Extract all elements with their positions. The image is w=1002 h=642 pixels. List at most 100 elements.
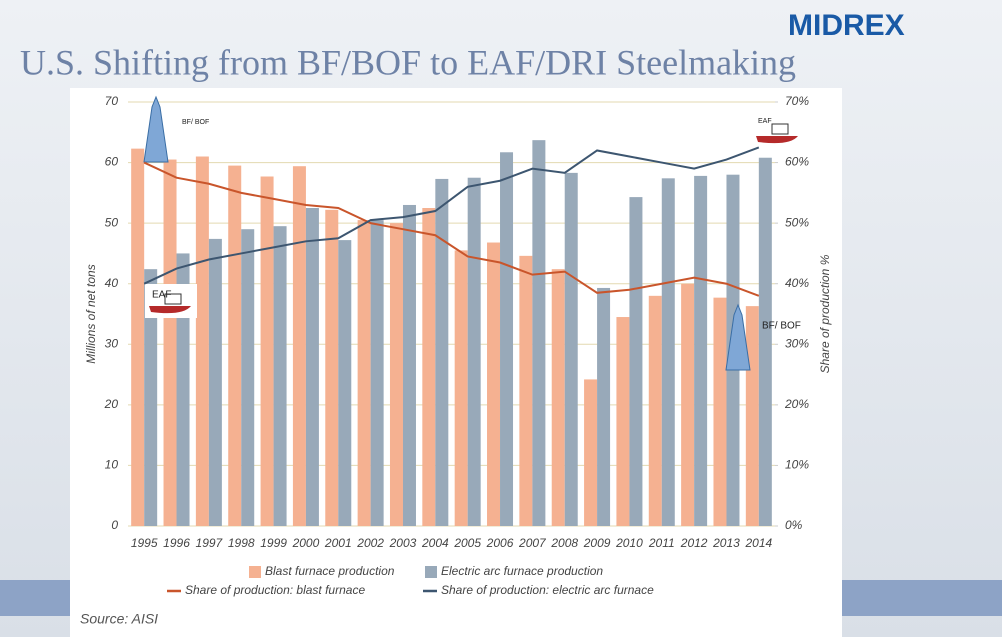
bar xyxy=(500,152,514,526)
bar xyxy=(584,379,598,526)
y2-tick-label: 10% xyxy=(785,458,809,472)
x-tick-label: 2006 xyxy=(486,536,514,550)
bar xyxy=(402,204,416,526)
x-tick-label: 2002 xyxy=(356,536,384,550)
legend-swatch xyxy=(425,566,437,578)
bar xyxy=(532,140,546,526)
bar xyxy=(648,295,662,526)
bar xyxy=(241,229,255,526)
bar xyxy=(454,250,468,526)
bar xyxy=(131,148,145,526)
line xyxy=(143,161,760,297)
bar xyxy=(713,297,727,526)
x-tick-label: 2013 xyxy=(712,536,740,550)
annotation: EAF xyxy=(758,118,772,125)
chart-title: U.S. Shifting from BF/BOF to EAF/DRI Ste… xyxy=(20,42,796,82)
x-tick-label: 2000 xyxy=(292,536,320,550)
y-tick-label: 60 xyxy=(105,155,119,169)
source: Source: AISI xyxy=(80,611,158,627)
bar xyxy=(564,172,578,526)
bar xyxy=(163,159,177,527)
bar xyxy=(467,177,481,526)
y-axis-label: Millions of net tons xyxy=(84,264,98,363)
legend-label: Share of production: blast furnace xyxy=(185,583,365,597)
legend-label: Share of production: electric arc furnac… xyxy=(441,583,654,597)
y2-tick-label: 0% xyxy=(785,518,803,532)
x-tick-label: 2004 xyxy=(421,536,449,550)
y2-tick-label: 20% xyxy=(784,397,809,411)
bar xyxy=(144,269,158,526)
icon xyxy=(149,306,191,314)
annotation: BF/ BOF xyxy=(182,119,209,126)
x-tick-label: 2011 xyxy=(648,536,675,550)
bar xyxy=(422,208,436,526)
y-tick-label: 10 xyxy=(105,458,119,472)
x-tick-label: 1997 xyxy=(196,536,224,550)
bar xyxy=(487,242,501,527)
bar xyxy=(357,220,371,526)
y2-tick-label: 30% xyxy=(785,336,809,350)
bar xyxy=(629,197,643,526)
x-tick-label: 1999 xyxy=(260,536,287,550)
bar xyxy=(325,209,339,526)
bar xyxy=(616,317,630,526)
brand: MIDREX xyxy=(788,9,905,42)
y-tick-label: 30 xyxy=(105,336,119,350)
bar xyxy=(292,166,306,526)
bar xyxy=(228,165,242,526)
y-tick-label: 70 xyxy=(105,94,119,108)
bar xyxy=(273,226,287,526)
bar xyxy=(694,175,708,526)
y-tick-label: 0 xyxy=(111,518,118,532)
x-tick-label: 2003 xyxy=(389,536,417,550)
x-tick-label: 2001 xyxy=(324,536,352,550)
bar xyxy=(597,287,611,526)
icon xyxy=(143,95,169,163)
y-tick-label: 20 xyxy=(104,397,119,411)
y2-tick-label: 70% xyxy=(785,94,809,108)
x-tick-label: 2010 xyxy=(615,536,643,550)
bar xyxy=(681,283,695,526)
icon xyxy=(164,293,182,305)
legend-label: Blast furnace production xyxy=(265,564,395,578)
icon xyxy=(756,136,798,144)
bar xyxy=(260,176,274,526)
legend-label: Electric arc furnace production xyxy=(441,564,603,578)
bar xyxy=(745,306,759,526)
bar xyxy=(208,238,222,527)
legend-swatch xyxy=(249,566,261,578)
y2-tick-label: 50% xyxy=(785,215,809,229)
y-tick-label: 50 xyxy=(105,215,119,229)
x-tick-label: 1995 xyxy=(131,536,158,550)
bar xyxy=(519,255,533,526)
x-tick-label: 2014 xyxy=(744,536,772,550)
bar xyxy=(195,156,209,526)
y2-tick-label: 40% xyxy=(785,276,809,290)
bar xyxy=(758,157,772,526)
bar xyxy=(305,208,319,526)
bar xyxy=(551,269,565,526)
x-tick-label: 2012 xyxy=(680,536,708,550)
x-tick-label: 2009 xyxy=(583,536,611,550)
annotation: BF/ BOF xyxy=(762,321,801,332)
icon xyxy=(771,123,789,135)
y2-tick-label: 60% xyxy=(785,155,809,169)
x-tick-label: 2008 xyxy=(550,536,578,550)
bar xyxy=(661,178,675,526)
bar xyxy=(370,220,384,526)
icon xyxy=(725,303,751,371)
bar xyxy=(389,223,403,526)
x-tick-label: 2007 xyxy=(518,536,547,550)
bar xyxy=(435,178,449,526)
x-tick-label: 1996 xyxy=(163,536,190,550)
x-tick-label: 1998 xyxy=(228,536,255,550)
bar xyxy=(338,240,352,527)
y-tick-label: 40 xyxy=(105,276,119,290)
bar xyxy=(176,253,190,526)
x-tick-label: 2005 xyxy=(453,536,481,550)
annotation: EAF xyxy=(152,290,171,301)
y2-axis-label: Share of production % xyxy=(818,254,832,373)
line xyxy=(143,146,760,285)
